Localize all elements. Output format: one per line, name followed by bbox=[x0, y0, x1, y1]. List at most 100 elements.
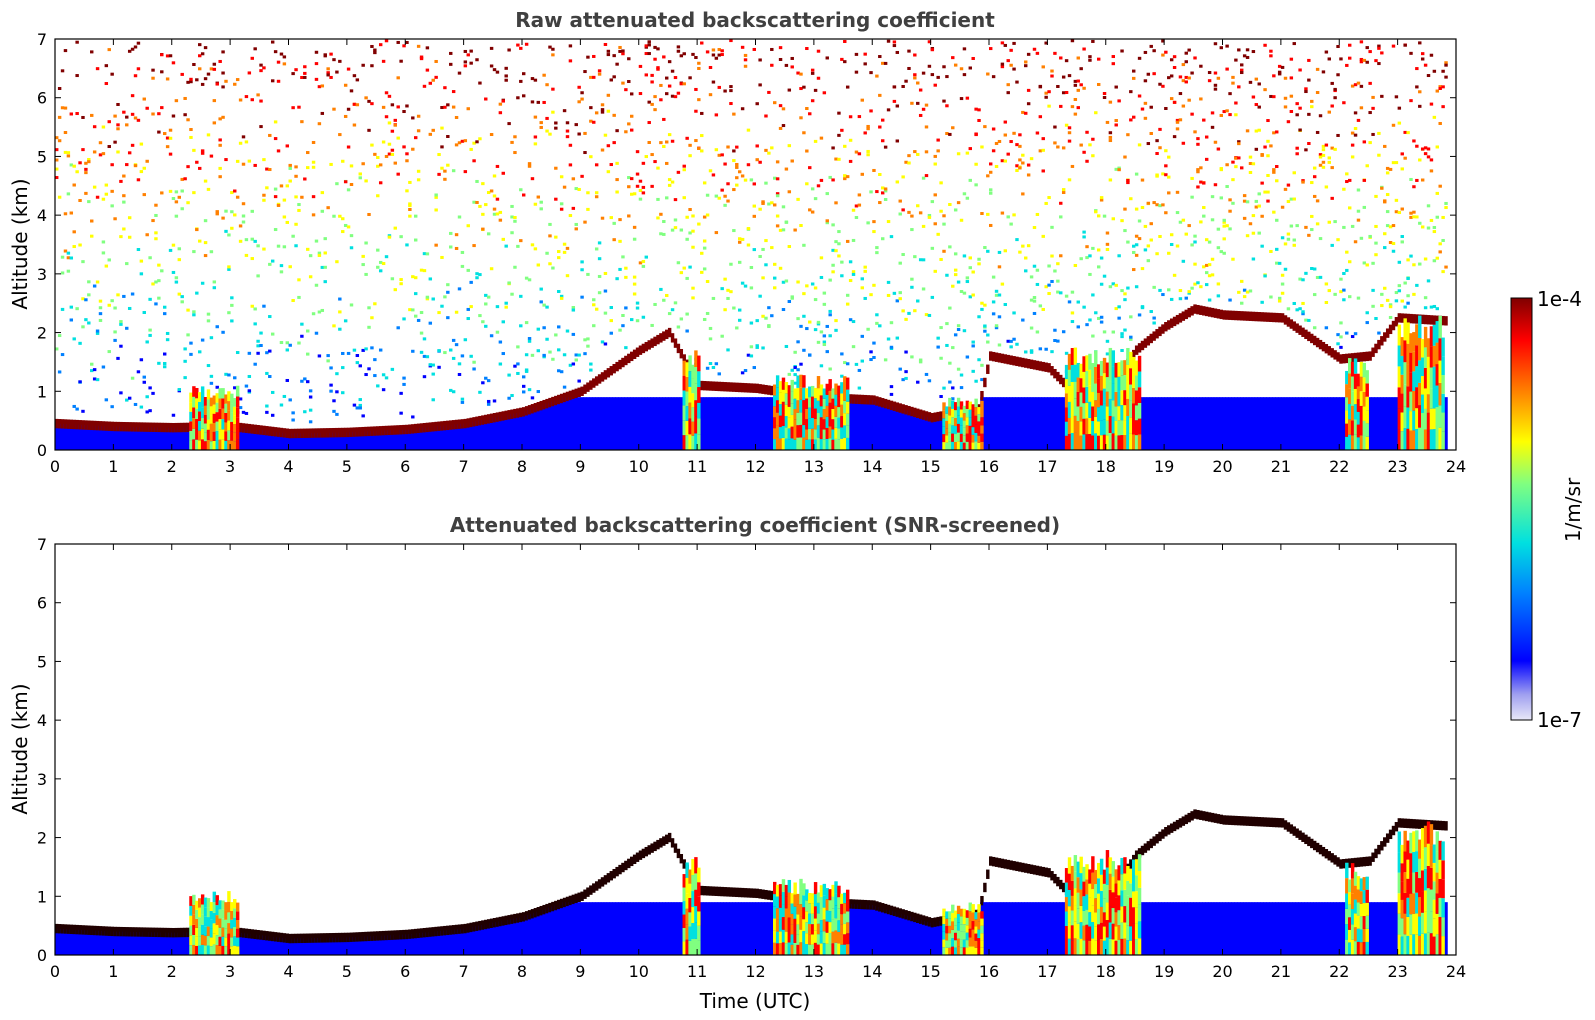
surface-layer-cell bbox=[1368, 397, 1372, 450]
noise-speckle bbox=[98, 299, 103, 303]
noise-speckle bbox=[551, 47, 555, 51]
noise-speckle bbox=[513, 215, 517, 219]
noise-speckle bbox=[498, 111, 503, 115]
surface-layer-cell bbox=[647, 397, 651, 450]
noise-speckle bbox=[1044, 285, 1048, 289]
aerosol-column-cell bbox=[212, 422, 217, 432]
x-tick-label: 16 bbox=[979, 457, 999, 476]
boundary-layer-cell bbox=[1032, 360, 1037, 370]
noise-speckle bbox=[84, 298, 88, 302]
noise-speckle bbox=[1409, 215, 1413, 219]
noise-speckle bbox=[270, 390, 275, 394]
noise-speckle bbox=[425, 68, 430, 72]
noise-speckle bbox=[1085, 130, 1089, 134]
aerosol-column-cell bbox=[198, 421, 202, 431]
aerosol-column-cell bbox=[793, 419, 797, 430]
noise-speckle bbox=[945, 322, 949, 326]
aerosol-column-cell bbox=[781, 377, 786, 390]
boundary-layer-cell bbox=[177, 422, 182, 433]
noise-speckle bbox=[1412, 292, 1416, 296]
boundary-layer-cell bbox=[1391, 320, 1396, 331]
boundary-layer-cell bbox=[524, 911, 529, 921]
noise-speckle bbox=[329, 389, 333, 393]
noise-speckle bbox=[790, 368, 794, 372]
noise-speckle bbox=[233, 386, 237, 390]
noise-speckle bbox=[533, 247, 538, 251]
aerosol-column-cell bbox=[1070, 382, 1075, 400]
noise-speckle bbox=[732, 112, 736, 116]
noise-speckle bbox=[740, 281, 745, 285]
noise-speckle bbox=[1380, 304, 1384, 308]
noise-speckle bbox=[1067, 74, 1072, 78]
noise-speckle bbox=[387, 94, 392, 98]
boundary-layer-cell bbox=[723, 382, 727, 392]
surface-layer-cell bbox=[507, 919, 511, 955]
noise-speckle bbox=[889, 321, 894, 325]
surface-layer-cell bbox=[586, 397, 590, 450]
noise-speckle bbox=[723, 308, 727, 312]
surface-layer-cell bbox=[1280, 397, 1285, 450]
noise-speckle bbox=[883, 198, 888, 202]
noise-speckle bbox=[1240, 166, 1244, 170]
noise-speckle bbox=[898, 212, 902, 216]
boundary-layer-cell bbox=[522, 912, 526, 922]
aerosol-column-cell bbox=[685, 362, 689, 377]
aerosol-column-cell bbox=[968, 425, 972, 434]
boundary-layer-cell bbox=[1006, 354, 1010, 365]
aerosol-column-cell bbox=[685, 435, 689, 450]
aerosol-column-cell bbox=[215, 440, 219, 450]
surface-layer-cell bbox=[711, 397, 716, 450]
noise-speckle bbox=[892, 99, 897, 103]
noise-speckle bbox=[737, 170, 742, 174]
surface-layer-cell bbox=[174, 932, 179, 955]
aerosol-column-cell bbox=[1082, 371, 1086, 388]
noise-speckle bbox=[203, 254, 208, 258]
noise-speckle bbox=[723, 203, 727, 207]
noise-speckle bbox=[127, 216, 132, 220]
noise-speckle bbox=[446, 283, 450, 287]
boundary-layer-cell bbox=[373, 931, 377, 941]
boundary-layer-cell bbox=[921, 410, 926, 420]
noise-speckle bbox=[358, 403, 362, 407]
noise-speckle bbox=[151, 112, 155, 116]
noise-speckle bbox=[1167, 251, 1171, 255]
noise-speckle bbox=[519, 294, 523, 298]
aerosol-column-cell bbox=[1126, 364, 1130, 382]
noise-speckle bbox=[125, 123, 129, 127]
noise-speckle bbox=[1076, 106, 1080, 110]
noise-speckle bbox=[478, 390, 482, 394]
aerosol-column-cell bbox=[1345, 370, 1349, 385]
noise-speckle bbox=[702, 215, 707, 219]
noise-speckle bbox=[1088, 318, 1092, 322]
noise-speckle bbox=[1132, 250, 1136, 254]
noise-speckle bbox=[571, 305, 576, 309]
noise-speckle bbox=[1336, 133, 1340, 137]
aerosol-column-cell bbox=[227, 430, 231, 441]
noise-speckle bbox=[542, 353, 546, 357]
aerosol-column-cell bbox=[813, 408, 818, 419]
boundary-layer-cell bbox=[577, 387, 581, 398]
aerosol-column-cell bbox=[790, 403, 794, 415]
aerosol-column-cell bbox=[685, 391, 689, 407]
surface-layer-cell bbox=[589, 397, 593, 450]
noise-speckle bbox=[659, 83, 663, 87]
noise-speckle bbox=[1015, 169, 1019, 173]
boundary-layer-cell bbox=[498, 916, 503, 927]
noise-speckle bbox=[308, 420, 313, 424]
surface-layer-cell bbox=[860, 399, 864, 450]
boundary-layer-cell bbox=[881, 398, 885, 408]
noise-speckle bbox=[1260, 214, 1264, 218]
aerosol-column-cell bbox=[773, 439, 777, 450]
noise-speckle bbox=[559, 207, 564, 211]
aerosol-column-cell bbox=[209, 415, 214, 424]
noise-speckle bbox=[916, 380, 920, 384]
x-tick-label: 14 bbox=[862, 457, 882, 476]
noise-speckle bbox=[1418, 262, 1422, 266]
noise-speckle bbox=[463, 338, 468, 342]
noise-speckle bbox=[139, 358, 144, 362]
noise-speckle bbox=[165, 145, 170, 149]
noise-speckle bbox=[57, 139, 62, 143]
boundary-layer-cell bbox=[1280, 313, 1285, 323]
noise-speckle bbox=[554, 197, 558, 201]
boundary-layer-cell bbox=[361, 426, 365, 437]
